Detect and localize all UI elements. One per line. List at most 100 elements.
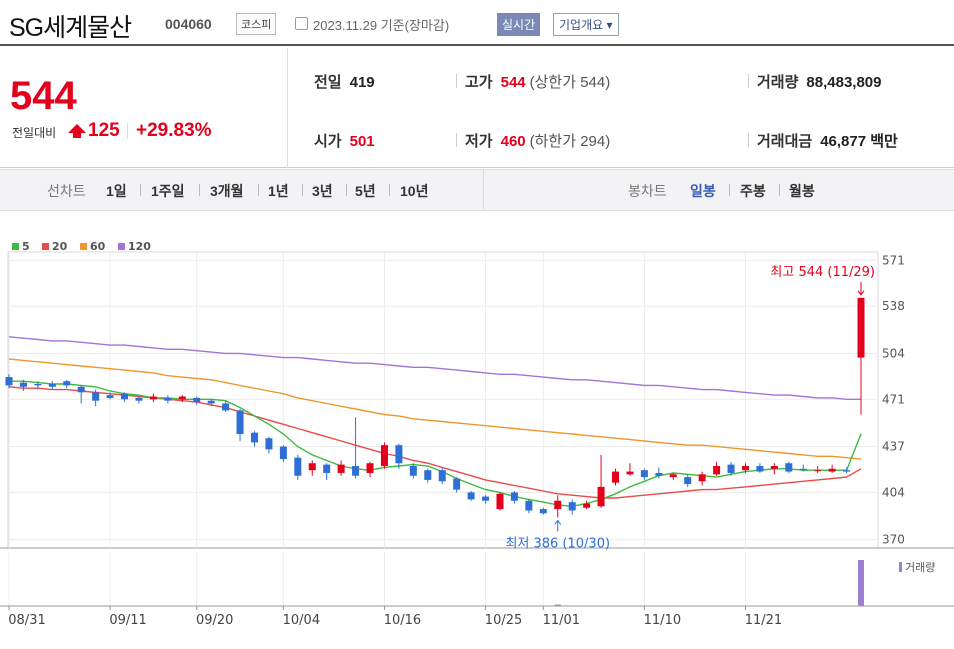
candle-body (843, 470, 851, 472)
company-overview-dropdown[interactable]: 기업개요 ▾ (553, 13, 619, 36)
divider (346, 184, 347, 196)
candles (5, 297, 865, 518)
candle-body (770, 466, 778, 469)
quote-value: 46,877 백만 (820, 133, 898, 150)
candle-body (539, 509, 547, 514)
divider (456, 74, 457, 88)
base-date: 2023.11.29 기준(장마감) (313, 18, 450, 33)
legend-swatch (42, 243, 49, 250)
candle-body (92, 392, 100, 401)
stock-header: SG세계물산 004060 코스피 2023.11.29 기준(장마감) 실시간… (0, 0, 954, 46)
candle-body (640, 470, 648, 478)
price-change-percent: +29.83% (136, 120, 212, 141)
candle-body (467, 492, 475, 500)
candle-body (698, 474, 706, 482)
candle-body (669, 474, 677, 478)
candle-body (222, 403, 230, 411)
candle-body (164, 397, 172, 401)
line-chart-label: 선차트 (47, 183, 86, 199)
volume-bar (858, 560, 864, 606)
min-arrow-head (554, 519, 562, 525)
ma-line-ma120 (8, 336, 861, 401)
candle-body (149, 396, 157, 400)
candle-body (323, 464, 331, 473)
candle-body (814, 470, 822, 472)
divider (302, 184, 303, 196)
legend-label: 20 (52, 240, 68, 253)
divider (199, 184, 200, 196)
candle-body (727, 464, 735, 473)
candle-body (380, 445, 388, 467)
chart-grid: 571 538 504 471 437 404 370 (0, 251, 954, 606)
candle-body (352, 466, 360, 476)
ma-line-ma20 (8, 386, 862, 499)
period-1w[interactable]: 1주일 (151, 183, 185, 199)
divider (779, 184, 780, 196)
candle-body (424, 470, 432, 480)
divider (456, 133, 457, 147)
ma-line-ma60 (8, 358, 862, 460)
candle-daily[interactable]: 일봉 (690, 183, 716, 199)
period-3m[interactable]: 3개월 (210, 183, 244, 199)
candle-body (121, 393, 129, 400)
y-tick-label: 437 (882, 440, 905, 454)
quote-open: 시가 501 (314, 130, 375, 151)
candle-body (496, 493, 504, 510)
candle-monthly[interactable]: 월봉 (789, 183, 815, 199)
period-1y[interactable]: 1년 (268, 183, 289, 199)
x-tick-label: 08/31 (8, 613, 45, 628)
quote-value: 419 (349, 74, 375, 91)
candle-body (453, 478, 461, 490)
candle-body (482, 496, 490, 501)
candle-body (63, 381, 71, 386)
x-tick-label: 10/25 (485, 613, 522, 628)
quote-label: 저가 (465, 133, 493, 150)
realtime-button[interactable]: 실시간 (497, 13, 541, 36)
candle-weekly[interactable]: 주봉 (740, 183, 766, 199)
candle-body (77, 386, 85, 393)
y-tick-label: 370 (882, 533, 905, 547)
candle-body (799, 468, 807, 471)
period-10y[interactable]: 10년 (400, 183, 429, 199)
x-tick-label: 11/21 (745, 613, 782, 628)
candle-body (337, 464, 345, 473)
candle-body (207, 400, 215, 404)
divider (258, 184, 259, 196)
y-tick-label: 504 (882, 346, 905, 360)
quote-high: 고가 544 (상한가 544) (465, 71, 610, 92)
candle-body (857, 297, 865, 358)
candle-body (178, 396, 186, 400)
candle-body (510, 492, 518, 501)
candle-body (48, 384, 56, 387)
min-annotation: 최저 386 (10/30) (505, 536, 610, 551)
candle-body (409, 466, 417, 476)
y-tick-label: 538 (882, 299, 905, 313)
period-1d[interactable]: 1일 (106, 183, 127, 199)
candle-body (828, 468, 836, 472)
annotations: 최고 544 (11/29) 최저 386 (10/30) (505, 265, 875, 552)
period-5y[interactable]: 5년 (355, 183, 376, 199)
change-label: 전일대비 (12, 126, 57, 140)
candle-body (785, 463, 793, 472)
divider (389, 184, 390, 196)
candle-body (438, 470, 446, 482)
price-panel: 544 전일대비 125 +29.83% 전일 419 고가 544 (상한가 544… (0, 48, 954, 168)
x-axis: 08/31 09/11 09/20 10/04 10/16 10/25 11/01 11/10… (0, 605, 954, 628)
quote-prev-close: 전일 419 (314, 71, 375, 92)
candle-body (250, 432, 258, 443)
candle-body (684, 477, 692, 485)
legend-label: 5 (22, 240, 30, 253)
legend-swatch (12, 243, 19, 250)
period-3y[interactable]: 3년 (312, 183, 333, 199)
candle-body (655, 472, 663, 476)
candle-body (265, 438, 273, 450)
market-badge: 코스피 (236, 13, 277, 35)
max-arrow-head (857, 290, 865, 296)
current-price-box: 544 전일대비 125 +29.83% (0, 48, 288, 168)
quote-label: 고가 (465, 74, 493, 91)
candlestick-chart[interactable]: 5 20 60 120 571 538 504 471 437 404 370 최고 544 (1… (0, 212, 954, 649)
quote-value: 544 (500, 74, 526, 91)
quote-sub: (상한가 544) (529, 74, 611, 91)
quote-label: 거래량 (757, 74, 799, 91)
quote-label: 시가 (314, 133, 342, 150)
